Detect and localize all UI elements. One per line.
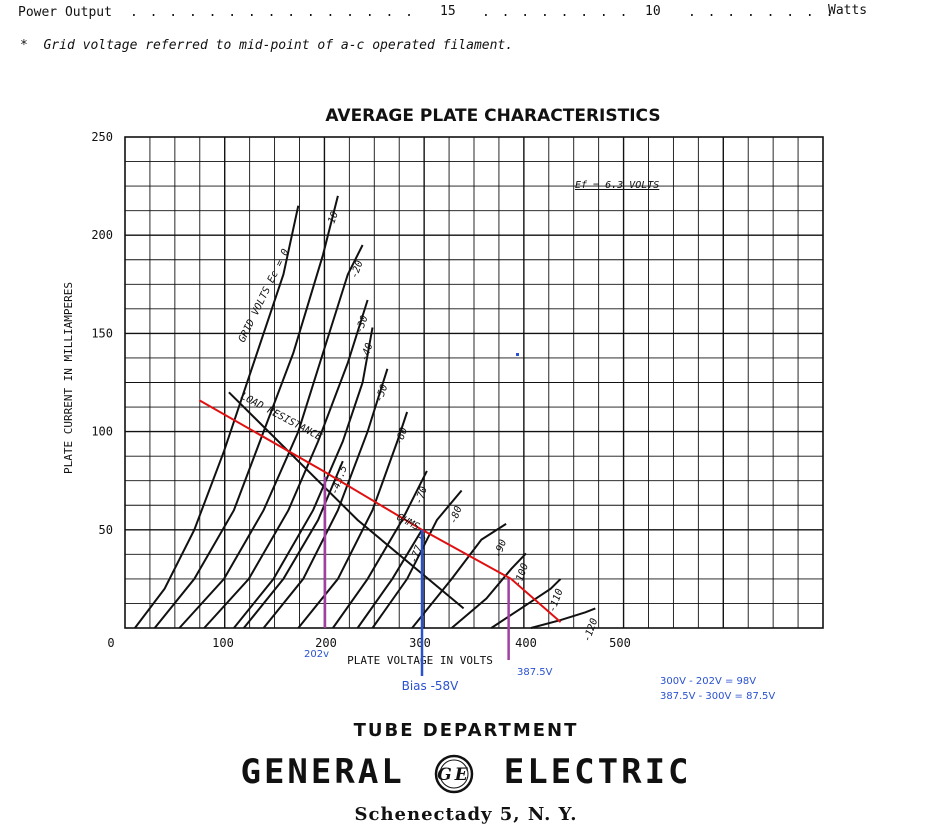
curve-label: -60 bbox=[394, 426, 411, 447]
chart-grid bbox=[124, 136, 824, 629]
x-axis-ticks: 0 100 200 300 400 500 bbox=[107, 636, 630, 650]
y-axis-label: PLATE CURRENT IN MILLIAMPERES bbox=[62, 282, 75, 474]
curve-ec--90 bbox=[411, 523, 507, 629]
curve-ec--60 bbox=[297, 411, 409, 629]
curve-ec-0 bbox=[134, 205, 300, 629]
chart-title: AVERAGE PLATE CHARACTERISTICS bbox=[325, 106, 660, 126]
curve-ec--70 bbox=[332, 470, 428, 629]
power-output-value-2: 10 bbox=[645, 4, 661, 19]
curve-label: -50 bbox=[374, 383, 391, 404]
load-line-black bbox=[228, 391, 465, 610]
x-axis-label: PLATE VOLTAGE IN VOLTS bbox=[347, 654, 493, 667]
curve-ec--10 bbox=[153, 195, 339, 629]
curve-ec--30 bbox=[203, 299, 369, 629]
leader-dots-1: . . . . . . . . . . . . . . . bbox=[130, 5, 415, 20]
tube-department: TUBE DEPARTMENT bbox=[353, 720, 579, 741]
y-tick-label: 100 bbox=[91, 425, 113, 439]
ge-logo-text: GE bbox=[438, 765, 471, 785]
power-output-value-1: 15 bbox=[440, 4, 456, 19]
plate-characteristics-chart: AVERAGE PLATE CHARACTERISTICS 250 200 150 1… bbox=[62, 106, 824, 702]
curve-label: -120 bbox=[582, 617, 601, 643]
curve-label: -80 bbox=[448, 505, 465, 526]
annotation-202v: 202v bbox=[304, 649, 329, 660]
x-tick-label: 100 bbox=[212, 636, 234, 650]
curve-ec--20 bbox=[178, 244, 364, 629]
power-output-label: Power Output bbox=[18, 5, 112, 20]
curve-label: -20 bbox=[349, 259, 366, 280]
curve-label: -90 bbox=[493, 538, 510, 559]
marker-lines bbox=[323, 353, 519, 676]
curve-ec--77_5 bbox=[356, 529, 423, 629]
ge-monogram-logo: GE bbox=[435, 754, 474, 793]
footnote: * Grid voltage referred to mid-point of … bbox=[20, 38, 514, 53]
curve-label: -10 bbox=[324, 210, 341, 231]
x-tick-label: 400 bbox=[515, 636, 537, 650]
annotation-bias: Bias -58V bbox=[402, 679, 460, 693]
y-tick-label: 250 bbox=[91, 130, 113, 144]
curve-labels: -10-20-30-40-43.5-50-60-70-77.5-80-90-10… bbox=[324, 210, 600, 643]
location: Schenectady 5, N. Y. bbox=[354, 804, 578, 825]
annotation-387v: 387.5V bbox=[517, 667, 553, 678]
leader-dots-3: . . . . . . . . bbox=[688, 5, 836, 20]
curve-ec--43_5 bbox=[243, 460, 344, 629]
x-tick-label: 0 bbox=[107, 636, 114, 650]
filament-note: Ef = 6.3 VOLTS bbox=[575, 180, 659, 191]
curve-label: -30 bbox=[354, 314, 371, 335]
blue-dot bbox=[516, 353, 519, 356]
x-tick-label: 500 bbox=[609, 636, 631, 650]
curve-label: -110 bbox=[547, 588, 566, 614]
y-tick-label: 150 bbox=[91, 326, 113, 340]
curve-ec--120 bbox=[530, 607, 596, 629]
curve-ec--40 bbox=[233, 327, 374, 629]
power-output-unit: Watts bbox=[828, 3, 868, 18]
load-line-red bbox=[198, 399, 562, 623]
curve-label: -70 bbox=[413, 485, 430, 506]
curve-ec--100 bbox=[451, 552, 527, 629]
y-tick-label: 200 bbox=[91, 228, 113, 242]
x-tick-label: 200 bbox=[315, 636, 337, 650]
load-lines bbox=[198, 391, 562, 623]
leader-dots-2: . . . . . . . . bbox=[482, 5, 630, 20]
load-resistance-label: LOAD RESISTANCE bbox=[239, 391, 324, 443]
annotation-calc-1: 300V - 202V = 98V bbox=[660, 676, 756, 687]
curve-ec--50 bbox=[262, 368, 389, 629]
annotation-calc-2: 387.5V - 300V = 87.5V bbox=[660, 691, 775, 702]
x-tick-label: 300 bbox=[409, 636, 431, 650]
y-axis-ticks: 250 200 150 100 50 bbox=[91, 130, 113, 537]
company-name-left: GENERAL bbox=[240, 752, 405, 792]
y-tick-label: 50 bbox=[99, 523, 113, 537]
curve-ec--110 bbox=[490, 578, 562, 629]
curve-label: -40 bbox=[359, 342, 376, 363]
company-name-right: ELECTRIC bbox=[503, 752, 692, 792]
grid-voltage-curves bbox=[134, 195, 596, 629]
company-name: GENERAL GE ELECTRIC bbox=[0, 752, 932, 794]
